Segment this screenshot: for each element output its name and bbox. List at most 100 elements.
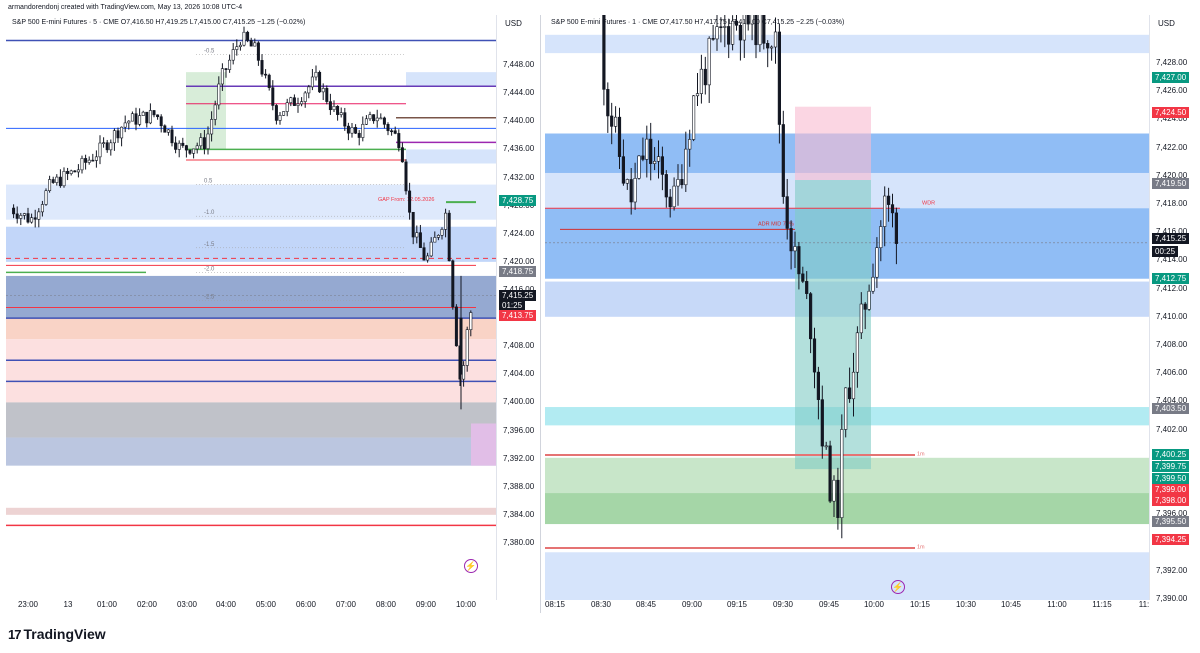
- candle-body: [112, 130, 116, 144]
- candle-body: [447, 212, 451, 262]
- price-tick: 7,406.00: [1156, 368, 1188, 378]
- left-chart-plot[interactable]: -0.5 0.5 -1.0 -1.5 -2.0 -2.5 GAP From: 12.05.2…: [6, 15, 496, 600]
- candle-body: [174, 142, 178, 150]
- price-tick: 7,432.00: [503, 172, 535, 182]
- candle-body: [390, 130, 394, 133]
- candle-body: [94, 156, 98, 161]
- candle-body: [664, 174, 668, 198]
- right-price-scale[interactable]: USD 7,428.00 7,426.00 7,424.00 7,422.00 7,42…: [1149, 15, 1194, 603]
- right-time-axis[interactable]: 08:15 08:30 08:45 09:00 09:15 09:30 09:45 10:00…: [545, 600, 1149, 613]
- candle-body: [629, 179, 633, 203]
- candle-body: [260, 60, 264, 75]
- price-tick: 7,392.00: [503, 453, 535, 463]
- candle-body: [440, 229, 444, 236]
- candle-body: [606, 89, 610, 117]
- price-tick: 7,424.00: [1156, 114, 1188, 124]
- price-badge: 7,399.00: [1152, 483, 1190, 495]
- candle-body: [773, 31, 778, 48]
- tradingview-logo-icon: 17: [8, 627, 22, 642]
- candle-body: [296, 103, 300, 106]
- price-badge: 7,428.75: [499, 195, 537, 207]
- tradingview-brand: TradingView: [23, 626, 106, 642]
- candle-body: [325, 88, 329, 102]
- candle-body: [433, 237, 437, 243]
- candle-body: [429, 241, 433, 257]
- candle-body: [451, 260, 455, 308]
- candle-body: [397, 133, 401, 148]
- candle-body: [289, 97, 293, 103]
- candle-body: [102, 142, 106, 144]
- time-tick: 08:15: [545, 600, 566, 609]
- left-time-axis[interactable]: 23:00 13 01:00 02:00 03:00 04:00 05:00 06:00 07:…: [6, 600, 496, 613]
- right-currency-label: USD: [1158, 19, 1175, 28]
- price-tick: 7,408.00: [1156, 340, 1188, 349]
- candle-body: [660, 156, 664, 175]
- candle-body: [159, 116, 163, 127]
- candle-body: [851, 371, 856, 400]
- candle-body: [863, 303, 867, 310]
- candle-body: [844, 387, 848, 430]
- chart-annotation: WDR: [922, 200, 935, 206]
- chart-credit: armandorendonj created with TradingView.…: [8, 4, 243, 11]
- candle-body: [801, 273, 805, 282]
- right-lightning-icon[interactable]: ⚡: [891, 580, 905, 594]
- left-chart-panel[interactable]: -0.5 0.5 -1.0 -1.5 -2.0 -2.5 GAP From: 12.05.2…: [6, 15, 541, 613]
- candle-body: [62, 171, 66, 187]
- right-chart-panel[interactable]: WDR ADR MID 79% 1m 1m S&P 500 E-mini Future…: [545, 15, 1194, 613]
- candle-body: [859, 303, 863, 334]
- candle-body: [462, 365, 466, 380]
- zone-box: [6, 402, 496, 438]
- candle-body: [267, 74, 271, 88]
- candle-body: [210, 119, 214, 135]
- time-tick: 05:00: [255, 600, 277, 609]
- candle-body: [855, 332, 860, 373]
- candle-body: [220, 68, 224, 85]
- chart-annotation: ADR MID 79%: [758, 222, 794, 228]
- price-badge: 7,412.75: [1152, 273, 1190, 285]
- candle-body: [871, 276, 875, 292]
- price-badge: 7,395.50: [1152, 516, 1190, 528]
- candle-body: [785, 196, 789, 229]
- candle-body: [382, 117, 386, 125]
- candle-body: [235, 46, 239, 50]
- candle-body: [621, 156, 625, 184]
- candle-body: [459, 317, 463, 375]
- candle-body: [55, 176, 59, 183]
- candle-body: [386, 124, 390, 132]
- price-tick: 7,420.00: [1156, 170, 1188, 180]
- candle-body: [249, 40, 253, 47]
- candle-body: [228, 59, 232, 70]
- candle-body: [105, 142, 109, 151]
- candle-body: [138, 115, 142, 125]
- tradingview-logo[interactable]: 17 TradingView: [8, 626, 106, 642]
- candle-body: [22, 213, 26, 216]
- time-tick: 09:30: [772, 600, 794, 609]
- price-tick: 7,448.00: [503, 60, 535, 70]
- time-tick: 10:45: [1000, 600, 1022, 609]
- candle-body: [73, 170, 77, 173]
- candle-body: [404, 161, 408, 192]
- candle-body: [805, 281, 809, 294]
- right-chart-legend[interactable]: S&P 500 E-mini Futures · 1 · CME O7,417.…: [551, 19, 845, 26]
- candle-body: [684, 148, 688, 186]
- candle-body: [422, 247, 426, 261]
- candle-body: [375, 117, 379, 122]
- candle-body: [436, 235, 440, 238]
- left-lightning-icon[interactable]: ⚡: [464, 559, 478, 573]
- candle-body: [781, 124, 785, 197]
- fib-label: -0.5: [204, 49, 215, 55]
- price-tick: 7,410.00: [1156, 311, 1188, 321]
- fib-label: -1.0: [204, 210, 215, 216]
- candle-body: [66, 171, 70, 174]
- candle-body: [307, 86, 311, 94]
- left-chart-legend[interactable]: S&P 500 E-mini Futures · 5 · CME O7,416.…: [12, 19, 306, 26]
- candle-body: [465, 329, 469, 366]
- candle-body: [797, 246, 801, 275]
- left-price-scale[interactable]: USD 7,448.00 7,444.00 7,440.00 7,436.00 7,43…: [496, 15, 540, 600]
- time-tick: 13: [63, 600, 73, 609]
- candle-body: [828, 445, 832, 502]
- price-tick: 7,402.00: [1156, 424, 1188, 434]
- candle-body: [692, 95, 696, 140]
- right-chart-plot[interactable]: WDR ADR MID 79% 1m 1m: [545, 15, 1149, 600]
- candle-body: [256, 42, 260, 61]
